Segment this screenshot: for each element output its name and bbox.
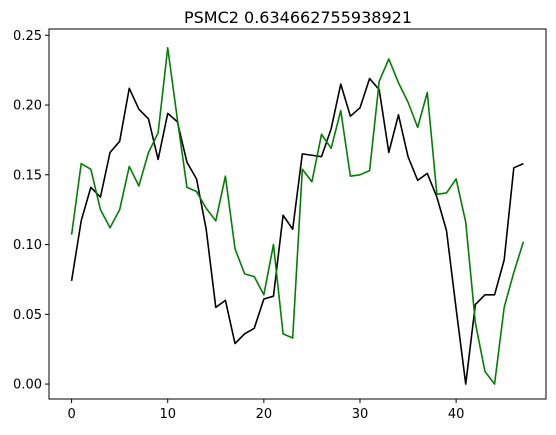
y-tick-label: 0.15 (13, 168, 42, 183)
y-tick-label: 0.25 (13, 29, 42, 44)
y-tick-label: 0.00 (13, 378, 42, 393)
y-tick-label: 0.20 (13, 99, 42, 114)
series-lines (70, 47, 525, 385)
x-tick-label: 10 (159, 407, 176, 422)
x-tick-label: 30 (352, 407, 369, 422)
y-axis-ticks: 0.00 0.05 0.10 0.15 0.20 0.25 (13, 29, 49, 393)
x-tick-label: 40 (448, 407, 465, 422)
x-tick-label: 20 (256, 407, 273, 422)
chart-title: PSMC2 0.634662755938921 (184, 8, 412, 27)
x-tick-label: 0 (67, 407, 75, 422)
y-tick-label: 0.10 (13, 238, 42, 253)
y-tick-label: 0.05 (13, 308, 42, 323)
x-axis-ticks: 0 10 20 30 40 (67, 399, 464, 422)
plot-area-frame (48, 28, 547, 400)
series-line-1 (70, 77, 524, 385)
series-line-2 (70, 47, 525, 385)
